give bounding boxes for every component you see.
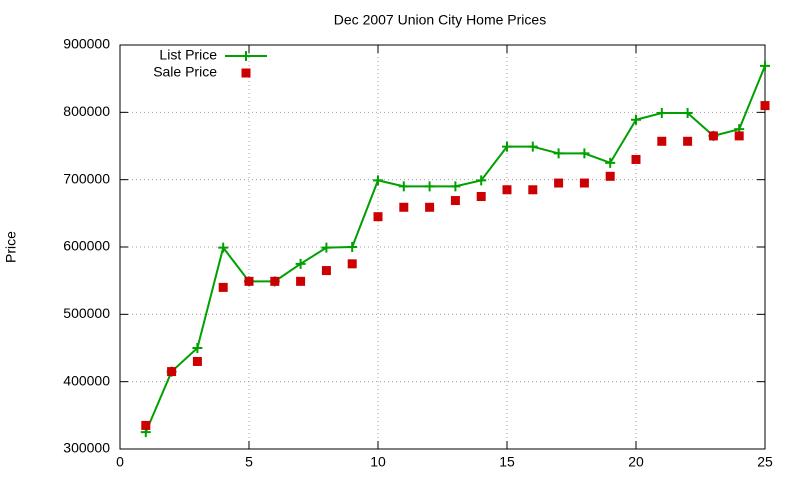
y-tick-label: 900000 [63,36,110,52]
point [760,101,770,111]
plot-frame [119,44,766,450]
point [450,196,460,206]
chart-title: Dec 2007 Union City Home Prices [334,12,546,28]
point [192,343,203,353]
point [192,356,202,366]
point [450,181,461,192]
point [657,136,667,146]
y-tick-label: 600000 [63,238,110,254]
point [398,181,409,192]
point [296,276,306,286]
point [605,171,615,181]
y-tick-label: 700000 [63,170,110,186]
point [502,185,512,195]
point [399,202,409,212]
point [760,60,770,71]
point [244,276,254,286]
point [476,192,486,201]
point [631,154,641,164]
point [502,141,512,152]
point [424,181,435,192]
point [218,282,228,292]
y-tick-label: 400000 [63,372,110,388]
point [605,157,616,168]
point [553,148,564,159]
point [373,175,383,186]
point [734,131,744,141]
point [682,108,693,119]
point [683,136,693,146]
point [347,242,358,252]
point [141,420,151,430]
legend-marker [241,68,251,78]
point [167,367,177,377]
point [579,148,590,159]
point [321,266,331,276]
legend-label: List Price [159,47,217,63]
x-tick-label: 0 [116,454,124,470]
point [554,178,564,188]
y-tick-label: 800000 [63,103,110,119]
x-tick-label: 10 [370,454,386,470]
y-axis-label: Price [3,231,19,263]
point [579,178,589,188]
point [270,276,280,286]
legend-label: Sale Price [153,64,217,80]
y-tick-label: 500000 [63,305,110,321]
point [295,258,306,269]
point [347,259,357,269]
x-tick-label: 20 [628,454,644,470]
point [528,185,538,195]
x-tick-label: 15 [499,454,515,470]
point [527,141,538,152]
point [373,212,383,222]
point [218,242,229,253]
point [476,175,487,186]
legend-marker [241,51,251,61]
point [321,242,332,253]
x-tick-label: 25 [757,454,773,470]
point [631,114,641,125]
point [708,131,718,141]
y-tick-label: 300000 [63,440,110,456]
x-tick-label: 5 [245,454,253,470]
point [656,108,667,119]
point [425,202,435,212]
